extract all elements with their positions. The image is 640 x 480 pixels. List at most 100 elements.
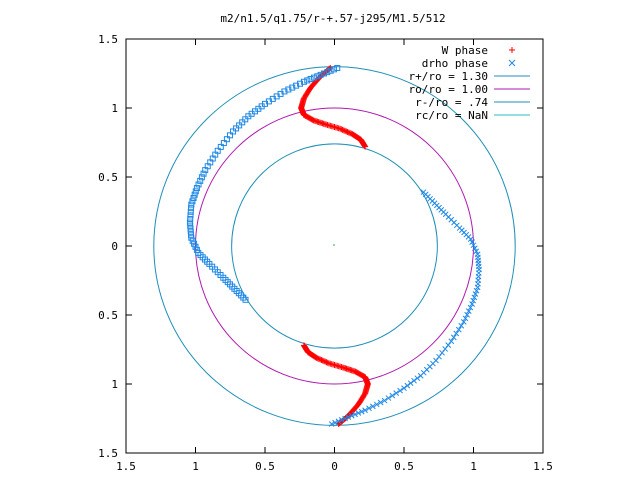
point-marker <box>455 326 462 333</box>
point-marker <box>193 185 200 192</box>
point-marker <box>404 382 411 389</box>
point-marker <box>327 67 334 74</box>
point-marker <box>458 322 465 329</box>
point-marker <box>187 208 194 215</box>
point-marker <box>442 346 448 352</box>
center-point <box>333 244 335 246</box>
point-marker <box>462 315 469 322</box>
point-marker <box>314 73 321 80</box>
point-marker <box>187 222 194 229</box>
point-marker <box>450 334 457 341</box>
point-marker <box>377 399 384 406</box>
point-marker <box>334 64 341 71</box>
point-marker <box>385 395 392 401</box>
point-marker <box>200 170 207 177</box>
point-marker <box>411 377 417 384</box>
point-marker <box>451 219 457 226</box>
point-marker <box>445 342 452 348</box>
point-marker <box>474 251 481 258</box>
point-marker <box>239 119 246 126</box>
point-marker <box>300 78 307 85</box>
point-marker <box>187 212 194 219</box>
data-points <box>186 64 482 428</box>
point-marker <box>187 228 194 235</box>
point-marker <box>330 66 337 73</box>
point-marker <box>472 245 478 252</box>
y-tick-label: 0.5 <box>98 171 118 184</box>
point-marker <box>192 188 199 195</box>
axis-ticks: 1.5 1 0.5 0 0.5 1 1.51.510.500.511.5 <box>98 33 553 473</box>
y-tick-label: 1.5 <box>98 33 118 46</box>
point-marker <box>289 84 296 91</box>
point-marker <box>381 397 388 404</box>
point-marker <box>188 231 195 238</box>
point-marker <box>470 242 477 249</box>
point-marker <box>472 291 479 297</box>
point-marker <box>242 116 249 123</box>
point-marker <box>448 338 455 345</box>
point-marker <box>439 349 445 356</box>
point-marker <box>317 71 324 78</box>
legend-label: rc/ro = NaN <box>415 109 488 122</box>
point-marker <box>198 174 205 181</box>
point-marker <box>473 287 480 294</box>
point-marker <box>473 248 480 255</box>
point-marker <box>448 216 455 223</box>
legend-label: drho phase <box>422 57 488 70</box>
point-marker <box>191 240 198 247</box>
point-marker <box>310 74 317 81</box>
point-marker <box>393 390 400 396</box>
x-tick-label: 0 <box>331 460 338 473</box>
x-tick-label: 0.5 <box>394 460 414 473</box>
point-marker <box>220 140 227 147</box>
point-marker <box>470 297 477 304</box>
y-tick-label: 1 <box>111 102 118 115</box>
point-marker <box>332 419 338 426</box>
point-marker <box>348 412 355 419</box>
point-marker <box>217 143 224 150</box>
point-marker <box>335 418 342 425</box>
point-marker <box>197 177 204 184</box>
point-marker <box>188 201 195 208</box>
point-marker <box>420 189 427 196</box>
point-marker <box>366 405 372 412</box>
point-marker <box>230 128 237 135</box>
circle-r- <box>231 143 438 349</box>
x-tick-label: 1 <box>192 460 199 473</box>
point-marker <box>223 136 230 143</box>
y-tick-label: 1 <box>111 378 118 391</box>
point-marker <box>345 414 352 420</box>
point-marker <box>226 132 233 139</box>
legend-label: ro/ro = 1.00 <box>409 83 488 96</box>
point-marker <box>407 380 414 387</box>
point-marker <box>307 76 314 83</box>
point-marker <box>297 80 304 87</box>
point-marker <box>433 357 439 364</box>
x-tick-label: 1.5 <box>116 460 136 473</box>
point-marker <box>320 70 327 77</box>
point-marker <box>401 385 407 391</box>
point-marker <box>195 181 202 188</box>
y-tick-label: 0 <box>111 240 118 253</box>
x-tick-label: 1 <box>470 460 477 473</box>
point-marker <box>464 311 470 318</box>
point-marker <box>414 375 421 382</box>
point-marker <box>358 408 365 415</box>
point-marker <box>460 319 467 325</box>
point-marker <box>465 308 472 314</box>
point-marker <box>373 401 380 408</box>
point-marker <box>445 214 452 220</box>
x-tick-label: 0.5 <box>255 460 275 473</box>
point-marker <box>370 403 376 410</box>
point-marker <box>190 194 197 201</box>
point-marker <box>293 82 300 89</box>
point-marker <box>352 411 358 418</box>
point-marker <box>436 353 442 360</box>
point-marker <box>453 222 460 229</box>
point-marker <box>397 387 403 394</box>
legend-label: r+/ro = 1.30 <box>409 70 488 83</box>
chart-title: m2/n1.5/q1.75/r-+.57-j295/M1.5/512 <box>220 12 445 25</box>
point-marker <box>304 77 311 84</box>
point-marker <box>355 410 362 416</box>
